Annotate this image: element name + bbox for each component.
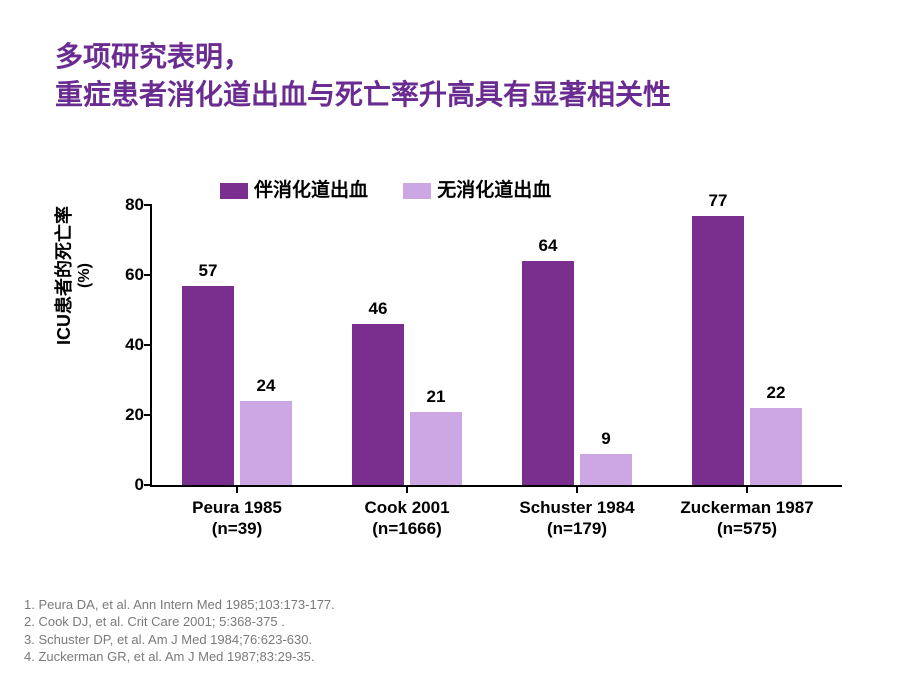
bar [240, 401, 292, 485]
bar [410, 412, 462, 486]
title-line-2: 重症患者消化道出血与死亡率升高具有显著相关性 [55, 79, 671, 110]
y-tick-label: 0 [135, 475, 144, 495]
y-tick-label: 80 [125, 195, 144, 215]
legend-label-1: 伴消化道出血 [254, 180, 368, 201]
legend-swatch-2 [403, 183, 431, 199]
bar-value-label: 21 [427, 387, 446, 407]
bar-value-label: 77 [709, 191, 728, 211]
x-tick [746, 485, 748, 493]
slide-title: 多项研究表明， 重症患者消化道出血与死亡率升高具有显著相关性 [55, 38, 671, 114]
x-category-label: Cook 2001(n=1666) [364, 497, 449, 540]
y-tick [144, 274, 152, 276]
plot-area: 0204060805724Peura 1985(n=39)4621Cook 20… [150, 205, 842, 487]
x-category-label: Peura 1985(n=39) [192, 497, 282, 540]
legend-swatch-1 [220, 183, 248, 199]
references: 1. Peura DA, et al. Ann Intern Med 1985;… [24, 596, 335, 666]
bar [750, 408, 802, 485]
x-tick [406, 485, 408, 493]
bar [580, 454, 632, 486]
legend-item-1: 伴消化道出血 [220, 175, 368, 202]
bar [522, 261, 574, 485]
bar [352, 324, 404, 485]
y-axis-label: ICU患者的死亡率 (%) [50, 206, 94, 345]
bar [692, 216, 744, 486]
x-category-label: Schuster 1984(n=179) [519, 497, 634, 540]
y-tick [144, 344, 152, 346]
x-tick [236, 485, 238, 493]
y-tick [144, 204, 152, 206]
chart-legend: 伴消化道出血 无消化道出血 [220, 175, 581, 202]
y-tick-label: 60 [125, 265, 144, 285]
y-tick [144, 414, 152, 416]
y-axis-label-sub: (%) [76, 206, 94, 345]
y-tick-label: 40 [125, 335, 144, 355]
bar [182, 286, 234, 486]
y-axis-label-main: ICU患者的死亡率 [54, 206, 74, 345]
x-tick [576, 485, 578, 493]
bar-value-label: 22 [767, 383, 786, 403]
reference-line: 2. Cook DJ, et al. Crit Care 2001; 5:368… [24, 613, 335, 631]
bar-value-label: 57 [199, 261, 218, 281]
bar-value-label: 24 [257, 376, 276, 396]
y-tick [144, 484, 152, 486]
reference-line: 3. Schuster DP, et al. Am J Med 1984;76:… [24, 631, 335, 649]
x-category-label: Zuckerman 1987(n=575) [680, 497, 813, 540]
legend-label-2: 无消化道出血 [437, 180, 551, 201]
title-line-1: 多项研究表明， [55, 41, 251, 72]
legend-item-2: 无消化道出血 [403, 175, 551, 202]
y-tick-label: 20 [125, 405, 144, 425]
bar-chart: 伴消化道出血 无消化道出血 ICU患者的死亡率 (%) 020406080572… [90, 175, 850, 565]
bar-value-label: 46 [369, 299, 388, 319]
reference-line: 4. Zuckerman GR, et al. Am J Med 1987;83… [24, 648, 335, 666]
reference-line: 1. Peura DA, et al. Ann Intern Med 1985;… [24, 596, 335, 614]
bar-value-label: 9 [601, 429, 610, 449]
bar-value-label: 64 [539, 236, 558, 256]
